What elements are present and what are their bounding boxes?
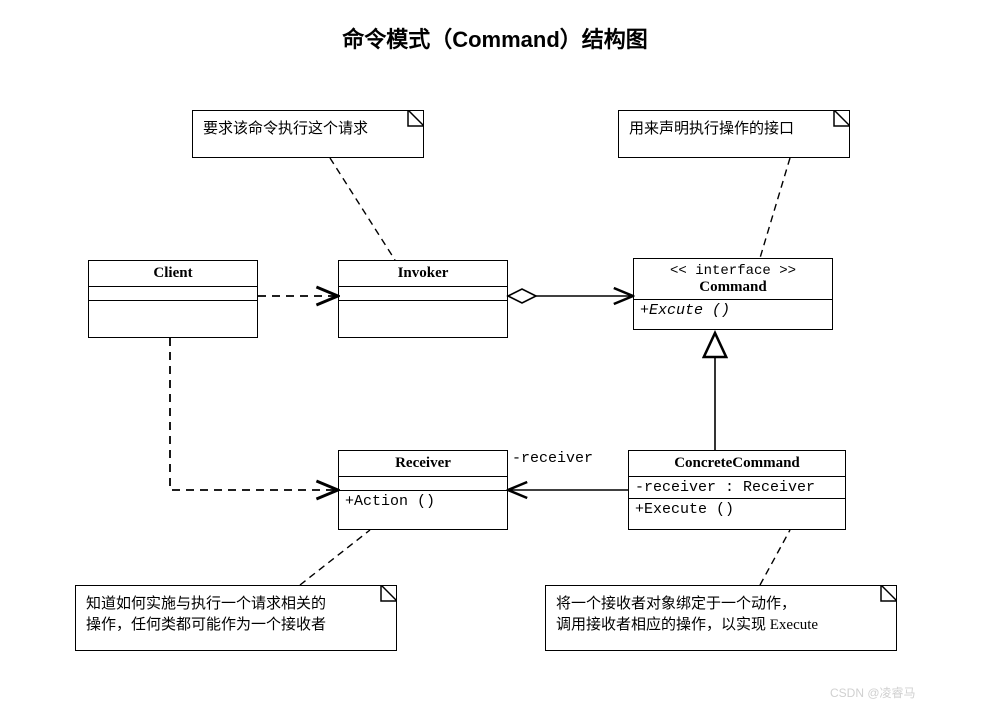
class-command: << interface >> Command +Excute () [633, 258, 833, 330]
edge-note-concrete [760, 530, 790, 585]
class-invoker-ops [339, 300, 507, 314]
class-invoker: Invoker [338, 260, 508, 338]
edge-note-command [760, 158, 790, 258]
edge-invoker-command-diamond [508, 289, 536, 303]
class-receiver-attrs [339, 476, 507, 490]
note-command-text: 用来声明执行操作的接口 [629, 121, 794, 137]
note-concrete-text2: 调用接收者相应的操作，以实现 Execute [556, 617, 818, 633]
class-receiver: Receiver +Action () [338, 450, 508, 530]
class-concrete-ops: +Execute () [629, 498, 845, 520]
class-client-attrs [89, 286, 257, 300]
class-command-stereotype: << interface >> [640, 261, 826, 279]
note-concrete-text1: 将一个接收者对象绑定于一个动作， [556, 596, 796, 612]
class-client-ops [89, 300, 257, 314]
class-concrete-name: ConcreteCommand [629, 451, 845, 476]
note-receiver: 知道如何实施与执行一个请求相关的 操作，任何类都可能作为一个接收者 [75, 585, 397, 651]
class-command-ops: +Excute () [634, 299, 832, 321]
watermark: CSDN @凌睿马 [830, 684, 916, 701]
class-command-name: Command [640, 279, 826, 299]
class-concrete-attrs: -receiver : Receiver [629, 476, 845, 498]
class-receiver-name: Receiver [339, 451, 507, 476]
edge-note-invoker [330, 158, 395, 260]
note-invoker-text: 要求该命令执行这个请求 [203, 121, 368, 137]
class-client-name: Client [89, 261, 257, 286]
note-concrete: 将一个接收者对象绑定于一个动作， 调用接收者相应的操作，以实现 Execute [545, 585, 897, 651]
class-invoker-name: Invoker [339, 261, 507, 286]
edge-note-receiver [300, 530, 370, 585]
class-invoker-attrs [339, 286, 507, 300]
note-command: 用来声明执行操作的接口 [618, 110, 850, 158]
note-receiver-text1: 知道如何实施与执行一个请求相关的 [86, 596, 326, 612]
page-title: 命令模式（Command）结构图 [0, 22, 990, 54]
assoc-receiver-label: -receiver [512, 450, 593, 467]
note-invoker: 要求该命令执行这个请求 [192, 110, 424, 158]
class-client: Client [88, 260, 258, 338]
note-receiver-text2: 操作，任何类都可能作为一个接收者 [86, 617, 326, 633]
class-receiver-ops: +Action () [339, 490, 507, 512]
edge-client-receiver [170, 338, 338, 490]
class-concrete: ConcreteCommand -receiver : Receiver +Ex… [628, 450, 846, 530]
